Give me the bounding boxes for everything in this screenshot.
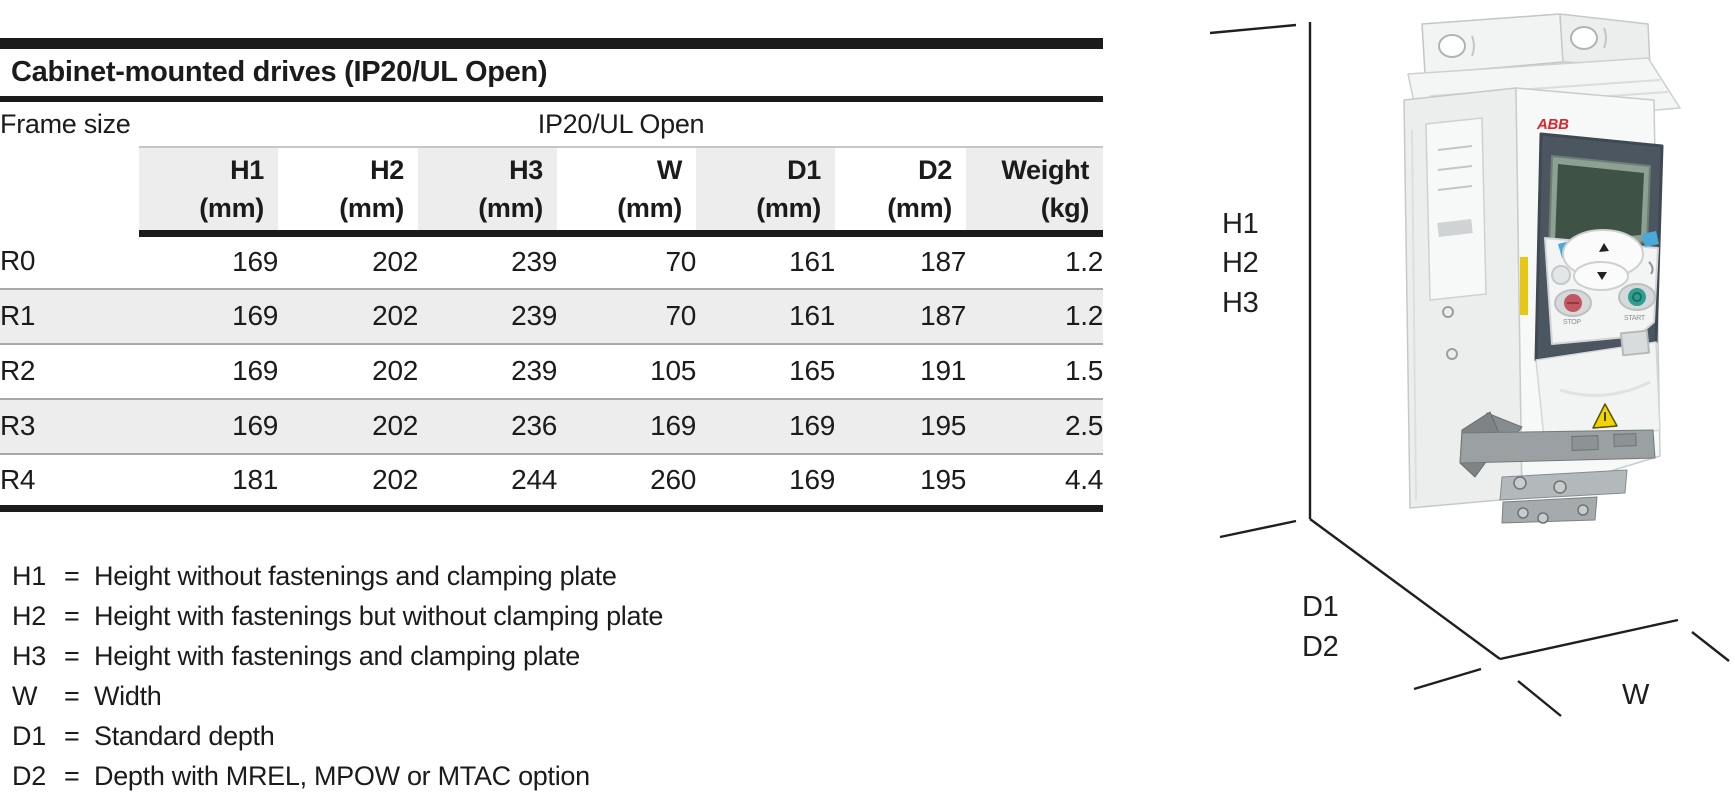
- label-d1: D1: [1302, 591, 1338, 623]
- ip20-group-header: IP20/UL Open: [537, 109, 705, 139]
- mounting-bracket: [1421, 13, 1651, 75]
- start-label: START: [1624, 315, 1646, 322]
- dimension-diagram: ABB: [1100, 0, 1735, 761]
- dimension-legend: H1 = Height without fastenings and clampin…: [0, 556, 663, 796]
- loc-rem-button: [1551, 265, 1571, 285]
- table-row-r3: R3 169 202 236 169 169 195 2.5: [0, 397, 1103, 454]
- table-row-r0: R0 169 202 239 70 161 187 1.2: [0, 234, 1103, 289]
- dimension-labels: H1 H2 H3 D1 D2 W: [1222, 208, 1650, 711]
- legend-item-d1: D1 = Standard depth: [12, 721, 275, 751]
- legend-item-d2: D2 = Depth with MREL, MPOW or MTAC option: [12, 761, 590, 791]
- frame-cell: R1: [0, 287, 139, 344]
- label-h1: H1: [1222, 208, 1258, 240]
- width-axis-line: [1499, 618, 1679, 661]
- clamping-plates: [1459, 411, 1656, 524]
- top-rule: [0, 38, 1103, 49]
- frame-cell: R4: [0, 452, 139, 512]
- lcd-display: [1548, 155, 1651, 251]
- dimensions-table-block: Cabinet-mounted drives (IP20/UL Open) Fr…: [0, 38, 1103, 512]
- dimension-diagram-svg: ABB: [1209, 13, 1730, 717]
- table-group-header-row: Frame size IP20/UL Open: [0, 99, 1103, 147]
- width-start-tick: [1517, 680, 1562, 717]
- legend-item-h2: H2 = Height with fastenings but without cl…: [12, 601, 664, 631]
- table-column-header-row: H1 (mm) H2 (mm) H3 (mm) W (mm) D1 (mm): [0, 146, 1104, 237]
- legend-item-h3: H3 = Height with fastenings and clamping p…: [12, 641, 581, 671]
- legend-item-h1: H1 = Height without fastenings and clampin…: [12, 561, 617, 591]
- down-arrow-icon: [1597, 272, 1607, 280]
- dimension-lines: [1209, 22, 1730, 717]
- frame-size-header: Frame size: [0, 109, 131, 139]
- frame-cell: R0: [0, 244, 36, 276]
- drive-product-image: ABB: [1403, 13, 1681, 524]
- col-header-h1: H1 (mm): [139, 146, 278, 237]
- table-row-r1: R1 169 202 239 70 161 187 1.2: [0, 287, 1103, 344]
- control-panel: STOP START: [1534, 132, 1664, 362]
- dimensions-table: Frame size IP20/UL Open H1 (mm) H2 (mm) …: [0, 96, 1103, 512]
- col-header-w: W (mm): [557, 146, 696, 237]
- col-header-h2: H2 (mm): [278, 146, 418, 237]
- legend-item-w: W = Width: [12, 681, 162, 711]
- col-header-weight: Weight (kg): [966, 146, 1104, 237]
- width-left-tick: [1413, 667, 1482, 691]
- exit-arrow-icon: [1642, 231, 1659, 247]
- col-header-d2: D2 (mm): [835, 146, 966, 237]
- col-header-h3: H3 (mm): [418, 146, 557, 237]
- table-row-r4: R4 181 202 244 260 169 195 4.4: [0, 452, 1103, 512]
- label-d2: D2: [1302, 631, 1338, 663]
- label-w: W: [1622, 679, 1650, 711]
- label-h3: H3: [1222, 287, 1258, 319]
- col-header-d1: D1 (mm): [696, 146, 835, 237]
- label-h2: H2: [1222, 247, 1258, 279]
- lower-cover: [1535, 329, 1661, 449]
- yellow-strip: [1520, 257, 1528, 315]
- height-top-tick: [1209, 23, 1297, 35]
- abb-logo: ABB: [1536, 116, 1569, 133]
- depth-axis-line: [1309, 518, 1501, 660]
- keypad: STOP START: [1544, 229, 1659, 345]
- table-row-r2: R2 169 202 239 105 165 191 1.5: [0, 342, 1103, 399]
- up-arrow-icon: [1599, 243, 1609, 252]
- stop-label: STOP: [1563, 319, 1581, 326]
- start-button: [1618, 283, 1656, 311]
- frame-cell: R3: [0, 397, 139, 454]
- drive-side-face: [1403, 87, 1523, 509]
- table-title: Cabinet-mounted drives (IP20/UL Open): [11, 56, 548, 88]
- stop-button: [1554, 289, 1592, 317]
- depth-left-tick: [1219, 519, 1297, 539]
- width-end-tick: [1691, 631, 1730, 662]
- frame-cell: R2: [0, 342, 139, 399]
